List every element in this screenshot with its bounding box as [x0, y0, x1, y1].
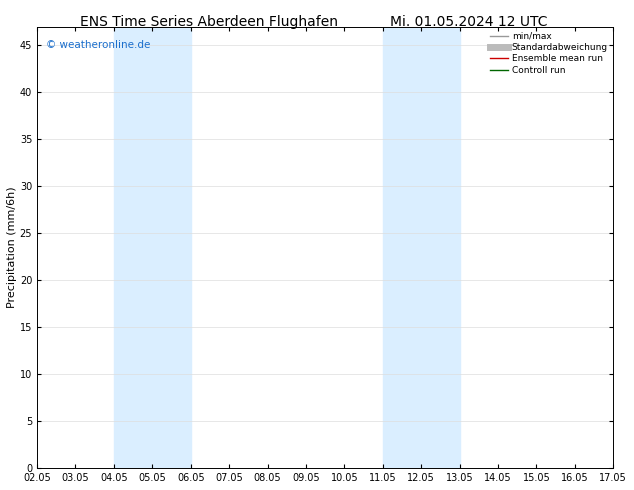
Y-axis label: Precipitation (mm/6h): Precipitation (mm/6h)	[7, 187, 17, 308]
Text: © weatheronline.de: © weatheronline.de	[46, 40, 150, 50]
Text: ENS Time Series Aberdeen Flughafen: ENS Time Series Aberdeen Flughafen	[81, 15, 338, 29]
Bar	[383, 26, 460, 468]
Legend: min/max, Standardabweichung, Ensemble mean run, Controll run: min/max, Standardabweichung, Ensemble me…	[486, 28, 611, 78]
Bar	[114, 26, 191, 468]
Text: Mi. 01.05.2024 12 UTC: Mi. 01.05.2024 12 UTC	[391, 15, 548, 29]
